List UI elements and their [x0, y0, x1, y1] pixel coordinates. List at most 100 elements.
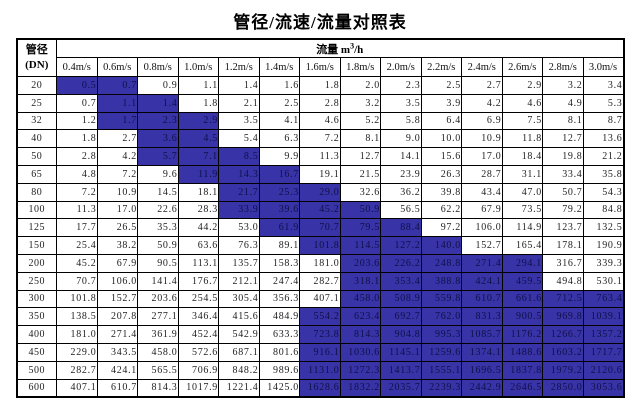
- flow-value-cell: 17.7: [56, 218, 98, 238]
- flow-value-cell: 28.7: [461, 164, 503, 184]
- flow-value-cell: 22.6: [137, 200, 179, 220]
- flow-value-cell-highlighted: 814.3: [339, 325, 381, 344]
- dn-cell: 125: [16, 218, 57, 238]
- flow-value-cell: 1.2: [56, 111, 98, 131]
- flow-value-cell: 28.3: [177, 200, 219, 220]
- flow-value-cell-highlighted: 763.4: [582, 289, 624, 309]
- table-row-dn-65: 65 4.8 7.2 9.6 11.9 14.3 16.7 19.1 21.5 23.9 26.3 2…: [16, 164, 624, 184]
- flow-value-cell-highlighted: 1603.2: [542, 342, 584, 362]
- flow-value-cell-highlighted: 723.8: [299, 325, 341, 344]
- flow-value-cell: 79.2: [542, 200, 584, 220]
- flow-value-cell: 5.3: [582, 93, 624, 113]
- flow-value-cell: 84.8: [582, 200, 624, 220]
- flow-value-cell: 361.9: [137, 325, 179, 344]
- flow-value-cell-highlighted: 1145.1: [380, 342, 422, 362]
- flow-value-cell: 5.4: [218, 129, 260, 149]
- velocity-header-2.8m/s: 2.8m/s: [542, 57, 584, 77]
- flow-value-cell-highlighted: 2442.9: [461, 378, 503, 398]
- flow-value-cell-highlighted: 3.6: [137, 129, 179, 149]
- dn-cell: 32: [16, 111, 57, 131]
- flow-value-cell-highlighted: 2.3: [137, 111, 179, 131]
- flow-value-cell: 3.2: [542, 76, 584, 95]
- flow-value-cell-highlighted: 226.2: [380, 253, 422, 273]
- flow-value-cell-highlighted: 294.1: [501, 253, 543, 273]
- flow-value-cell: 2.9: [501, 76, 543, 95]
- flow-value-cell: 106.0: [461, 218, 503, 238]
- flow-value-cell: 4.2: [461, 93, 503, 113]
- flow-value-cell: 76.3: [218, 236, 260, 255]
- flow-value-cell-highlighted: 4.5: [177, 129, 219, 149]
- flow-value-cell: 5.2: [339, 111, 381, 131]
- flow-value-cell: 132.5: [582, 218, 624, 238]
- flow-value-cell: 12.7: [542, 129, 584, 149]
- flow-value-cell-highlighted: 1039.1: [582, 307, 624, 327]
- velocity-header-2.2m/s: 2.2m/s: [420, 57, 462, 77]
- flow-value-cell: 21.2: [582, 147, 624, 166]
- flow-value-cell: 14.5: [137, 182, 179, 202]
- flow-value-cell: 848.2: [218, 360, 260, 380]
- flow-value-cell-highlighted: 692.7: [380, 307, 422, 327]
- flow-value-cell-highlighted: 11.9: [177, 164, 219, 184]
- dn-cell: 600: [16, 378, 57, 398]
- flow-value-cell-highlighted: 50.9: [339, 200, 381, 220]
- flow-value-cell: 407.1: [299, 289, 341, 309]
- flow-value-cell-highlighted: 2850.0: [542, 378, 584, 398]
- flow-value-cell: 14.1: [380, 147, 422, 166]
- flow-value-cell-highlighted: 1.4: [137, 93, 179, 113]
- flow-value-cell: 63.6: [177, 236, 219, 255]
- flow-value-cell: 2.0: [339, 76, 381, 95]
- flow-value-cell-highlighted: 248.8: [420, 253, 462, 273]
- flow-value-cell-highlighted: 388.8: [420, 271, 462, 291]
- flow-value-cell: 1017.9: [177, 378, 219, 398]
- flow-value-cell-highlighted: 0.7: [96, 76, 138, 95]
- flow-value-cell-highlighted: 2646.5: [501, 378, 543, 398]
- flow-value-cell: 135.7: [218, 253, 260, 273]
- flow-value-cell: 316.7: [542, 253, 584, 273]
- flow-value-cell-highlighted: 3053.6: [582, 378, 624, 398]
- flow-value-cell: 26.5: [96, 218, 138, 238]
- table-row-dn-50: 50 2.8 4.2 5.7 7.1 8.5 9.9 11.3 12.7 14.1 15.6 17.0…: [16, 147, 624, 166]
- flow-value-cell: 39.8: [420, 182, 462, 202]
- flow-value-cell: 152.7: [461, 236, 503, 255]
- flow-value-cell: 1.1: [177, 76, 219, 95]
- flow-value-cell: 44.2: [177, 218, 219, 238]
- header-row-unit: 管径 (DN) 流量 m3/h: [16, 38, 624, 77]
- table-row-dn-400: 400 181.0 271.4 361.9 452.4 542.9 633.3 723.8 81…: [16, 325, 624, 344]
- velocity-header-0.4m/s: 0.4m/s: [56, 57, 98, 77]
- flow-value-cell: 0.7: [56, 93, 98, 113]
- flow-value-cell: 21.5: [339, 164, 381, 184]
- flow-value-cell-highlighted: 916.1: [299, 342, 341, 362]
- table-row-dn-150: 150 25.4 38.2 50.9 63.6 76.3 89.1 101.8 114.5 127…: [16, 236, 624, 255]
- flow-value-cell-highlighted: 14.3: [218, 164, 260, 184]
- flow-value-cell: 633.3: [258, 325, 300, 344]
- flow-value-cell: 1.4: [218, 76, 260, 95]
- flow-value-cell: 113.1: [177, 253, 219, 273]
- flow-value-cell: 339.3: [582, 253, 624, 273]
- flow-unit-superscript: 3: [350, 40, 355, 50]
- table-row-dn-600: 600 407.1 610.7 814.3 1017.9 1221.4 1425.0 1628…: [16, 378, 624, 398]
- flow-value-cell: 2.1: [218, 93, 260, 113]
- flow-value-cell-highlighted: 353.4: [380, 271, 422, 291]
- flow-value-cell: 484.9: [258, 307, 300, 327]
- flow-value-cell: 4.6: [299, 111, 341, 131]
- flow-value-cell: 6.9: [461, 111, 503, 131]
- dn-cell: 20: [16, 76, 57, 95]
- flow-value-cell: 101.8: [56, 289, 98, 309]
- flow-value-cell: 190.9: [582, 236, 624, 255]
- flow-value-cell: 176.7: [177, 271, 219, 291]
- flow-value-cell: 4.6: [501, 93, 543, 113]
- flow-value-cell: 7.2: [96, 164, 138, 184]
- flow-value-cell: 36.2: [380, 182, 422, 202]
- flow-value-cell: 11.8: [501, 129, 543, 149]
- flow-value-cell: 3.5: [380, 93, 422, 113]
- flow-value-cell: 1.8: [177, 93, 219, 113]
- flow-value-cell: 8.7: [582, 111, 624, 131]
- flow-value-cell: 282.7: [299, 271, 341, 291]
- flow-value-cell-highlighted: 559.8: [420, 289, 462, 309]
- flow-value-cell: 97.2: [420, 218, 462, 238]
- dn-cell: 50: [16, 147, 57, 166]
- flow-value-cell: 207.8: [96, 307, 138, 327]
- flow-value-cell-highlighted: 995.3: [420, 325, 462, 344]
- corner-header-line2: (DN): [25, 59, 49, 71]
